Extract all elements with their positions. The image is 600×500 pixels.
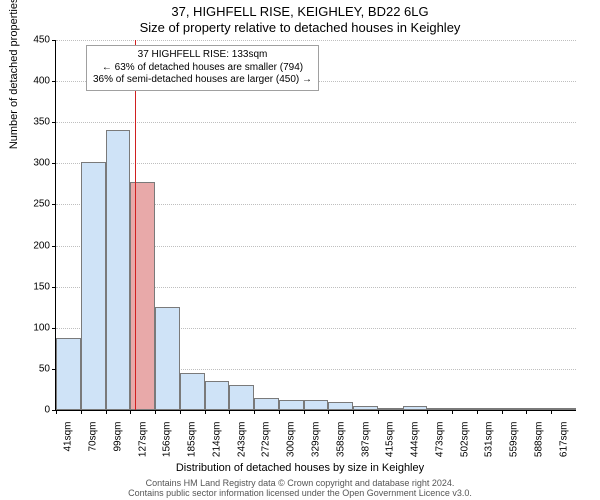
y-tick-label: 150 — [33, 281, 50, 292]
histogram-bar — [279, 400, 304, 410]
histogram-bar — [477, 408, 502, 410]
x-tick-mark — [427, 410, 428, 414]
annotation-line1: 37 HIGHFELL RISE: 133sqm — [93, 49, 312, 62]
x-tick-mark — [378, 410, 379, 414]
x-tick-mark — [229, 410, 230, 414]
chart-footer: Contains HM Land Registry data © Crown c… — [0, 479, 600, 499]
y-tick-label: 350 — [33, 117, 50, 128]
histogram-bar — [106, 130, 131, 410]
chart-title-secondary: Size of property relative to detached ho… — [0, 20, 600, 35]
y-tick-label: 450 — [33, 35, 50, 46]
histogram-bar — [328, 402, 353, 410]
grid-line — [56, 40, 576, 41]
chart-plot-area: 05010015020025030035040045041sqm70sqm99s… — [55, 40, 576, 411]
footer-line2: Contains public sector information licen… — [0, 489, 600, 499]
histogram-bar — [304, 400, 329, 410]
y-tick-label: 400 — [33, 76, 50, 87]
histogram-bar — [155, 307, 180, 410]
x-tick-mark — [304, 410, 305, 414]
y-tick-mark — [52, 40, 56, 41]
y-tick-mark — [52, 204, 56, 205]
histogram-bar — [427, 408, 452, 410]
histogram-bar — [403, 406, 428, 410]
x-tick-mark — [205, 410, 206, 414]
x-axis-label: Distribution of detached houses by size … — [0, 462, 600, 474]
histogram-bar — [526, 408, 551, 410]
histogram-bar — [180, 373, 205, 410]
annotation-box: 37 HIGHFELL RISE: 133sqm← 63% of detache… — [86, 45, 319, 91]
grid-line — [56, 122, 576, 123]
histogram-bar — [452, 408, 477, 410]
grid-line — [56, 163, 576, 164]
x-tick-mark — [254, 410, 255, 414]
y-tick-label: 200 — [33, 240, 50, 251]
x-tick-mark — [526, 410, 527, 414]
y-tick-label: 250 — [33, 199, 50, 210]
x-tick-mark — [551, 410, 552, 414]
x-tick-mark — [56, 410, 57, 414]
y-axis-label: Number of detached properties — [8, 0, 20, 149]
y-tick-mark — [52, 246, 56, 247]
x-tick-mark — [328, 410, 329, 414]
x-tick-mark — [180, 410, 181, 414]
x-tick-mark — [452, 410, 453, 414]
y-tick-mark — [52, 287, 56, 288]
x-tick-mark — [279, 410, 280, 414]
annotation-line3: 36% of semi-detached houses are larger (… — [93, 74, 312, 87]
x-tick-mark — [130, 410, 131, 414]
y-tick-label: 0 — [44, 405, 50, 416]
x-tick-mark — [155, 410, 156, 414]
x-tick-mark — [477, 410, 478, 414]
histogram-bar — [81, 162, 106, 410]
annotation-line2: ← 63% of detached houses are smaller (79… — [93, 62, 312, 75]
y-tick-mark — [52, 328, 56, 329]
histogram-bar — [205, 381, 230, 410]
x-tick-mark — [106, 410, 107, 414]
histogram-bar — [130, 182, 155, 410]
chart-title-primary: 37, HIGHFELL RISE, KEIGHLEY, BD22 6LG — [0, 4, 600, 19]
x-tick-mark — [403, 410, 404, 414]
histogram-bar — [353, 406, 378, 410]
y-tick-mark — [52, 122, 56, 123]
histogram-bar — [254, 398, 279, 410]
y-tick-mark — [52, 163, 56, 164]
histogram-bar — [551, 408, 576, 410]
property-marker-line — [135, 40, 136, 410]
y-tick-label: 100 — [33, 322, 50, 333]
histogram-bar — [229, 385, 254, 410]
y-tick-label: 50 — [39, 363, 50, 374]
x-tick-mark — [353, 410, 354, 414]
y-tick-label: 300 — [33, 158, 50, 169]
histogram-bar — [378, 408, 403, 410]
x-tick-mark — [502, 410, 503, 414]
histogram-bar — [502, 408, 527, 410]
x-tick-mark — [81, 410, 82, 414]
histogram-bar — [56, 338, 81, 410]
y-tick-mark — [52, 81, 56, 82]
